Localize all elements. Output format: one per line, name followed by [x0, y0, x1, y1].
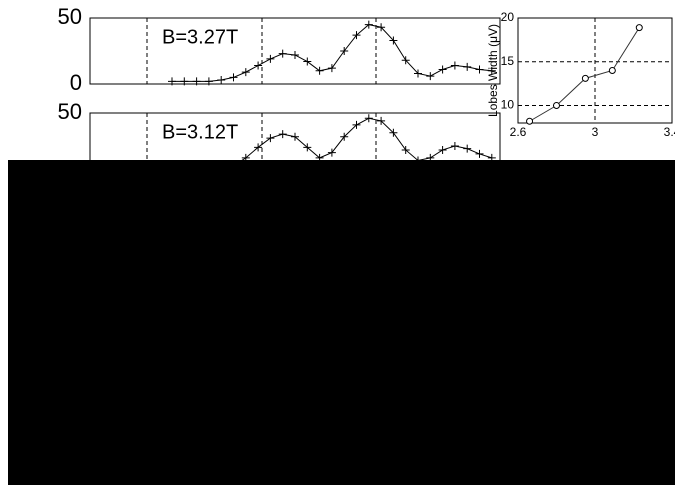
- plus-marker: [487, 66, 496, 75]
- plus-marker: [426, 72, 435, 81]
- plus-marker: [364, 114, 373, 123]
- plus-marker: [168, 77, 176, 86]
- plus-marker: [217, 76, 226, 85]
- circle-marker: [581, 74, 589, 82]
- x-tick-label: 3: [592, 125, 599, 139]
- x-tick-label: 2.6: [510, 125, 527, 139]
- plot-frame: [89, 17, 501, 85]
- y-tick-label: 10: [501, 98, 515, 112]
- annotation: B=3.27T: [162, 26, 238, 48]
- y-tick-label: 50: [58, 99, 82, 124]
- y-tick-label: 15: [501, 54, 515, 68]
- plus-marker: [364, 20, 373, 29]
- plus-marker: [180, 77, 189, 86]
- annotation: B=3.12T: [162, 121, 238, 143]
- plus-marker: [327, 64, 336, 73]
- plus-marker: [192, 77, 201, 86]
- plus-marker: [401, 145, 410, 154]
- circle-marker: [608, 67, 616, 74]
- plus-marker: [389, 128, 398, 137]
- plus-marker: [291, 50, 299, 59]
- plus-marker: [389, 36, 398, 45]
- plus-marker: [377, 23, 386, 32]
- plus-marker: [450, 142, 459, 150]
- plus-marker: [401, 56, 410, 65]
- plus-marker: [352, 31, 361, 40]
- plus-marker: [278, 130, 287, 139]
- plus-marker: [315, 66, 324, 75]
- plus-marker: [340, 132, 349, 141]
- plus-marker: [266, 134, 275, 143]
- plus-marker: [303, 57, 312, 66]
- y-axis-label: Lobes Width (μV): [486, 24, 500, 117]
- plus-marker: [278, 49, 287, 58]
- plus-marker: [438, 65, 447, 74]
- y-tick-label: 0: [70, 70, 82, 95]
- plus-marker: [463, 62, 472, 71]
- plus-marker: [438, 145, 447, 154]
- occluded-region: [8, 160, 675, 485]
- y-tick-label: 20: [501, 10, 515, 24]
- plus-marker: [340, 47, 349, 55]
- circle-marker: [526, 117, 534, 125]
- plus-marker: [241, 68, 250, 77]
- plus-marker: [266, 54, 275, 63]
- circle-marker: [553, 102, 560, 109]
- plus-marker: [229, 73, 238, 82]
- plus-marker: [377, 116, 386, 125]
- plus-marker: [463, 144, 472, 153]
- plus-marker: [254, 143, 263, 152]
- plus-marker: [204, 77, 213, 86]
- plus-marker: [450, 61, 459, 70]
- plus-marker: [414, 69, 422, 78]
- x-tick-label: 3.4: [664, 125, 675, 139]
- plus-marker: [475, 149, 484, 158]
- plus-marker: [352, 120, 361, 129]
- plus-marker: [291, 132, 299, 141]
- circle-marker: [635, 24, 643, 32]
- y-tick-label: 50: [58, 4, 82, 29]
- plus-marker: [327, 148, 336, 157]
- plus-marker: [303, 143, 312, 152]
- plus-marker: [475, 65, 484, 74]
- plus-marker: [254, 61, 263, 70]
